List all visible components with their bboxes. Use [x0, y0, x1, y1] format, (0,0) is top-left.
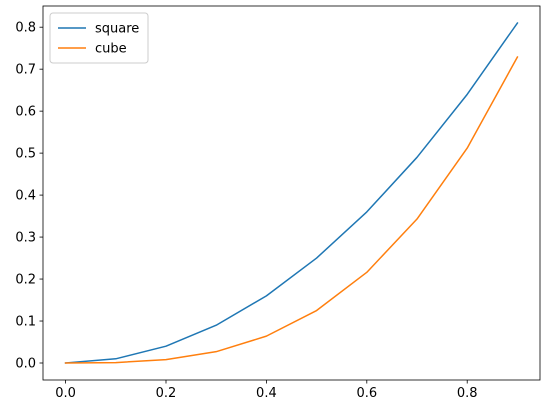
x-tick-label: 0.4 — [256, 386, 277, 401]
y-axis: 0.0 0.1 0.2 0.3 0.4 0.5 0.6 0.7 0.8 — [15, 21, 43, 372]
series-line-square — [64, 21, 519, 364]
legend-box — [49, 12, 149, 64]
series-layer — [64, 21, 519, 364]
legend: square cube — [49, 12, 149, 64]
x-tick-label: 0.0 — [55, 386, 76, 401]
legend-label-cube: cube — [95, 42, 127, 57]
y-tick-label: 0.8 — [15, 21, 36, 36]
y-tick-label: 0.1 — [15, 315, 36, 330]
y-tick-label: 0.6 — [15, 105, 36, 120]
y-tick-label: 0.4 — [15, 189, 36, 204]
x-tick-label: 0.6 — [356, 386, 377, 401]
series-line-cube — [64, 55, 519, 364]
y-tick-label: 0.5 — [15, 147, 36, 162]
legend-label-square: square — [95, 22, 139, 37]
y-tick-label: 0.7 — [15, 63, 36, 78]
y-tick-label: 0.3 — [15, 231, 36, 246]
x-axis: 0.0 0.2 0.4 0.6 0.8 — [55, 380, 478, 401]
plot-frame — [42, 5, 541, 381]
x-tick-label: 0.8 — [457, 386, 478, 401]
y-tick-label: 0.2 — [15, 273, 36, 288]
x-tick-label: 0.2 — [156, 386, 177, 401]
y-tick-label: 0.0 — [15, 357, 36, 372]
